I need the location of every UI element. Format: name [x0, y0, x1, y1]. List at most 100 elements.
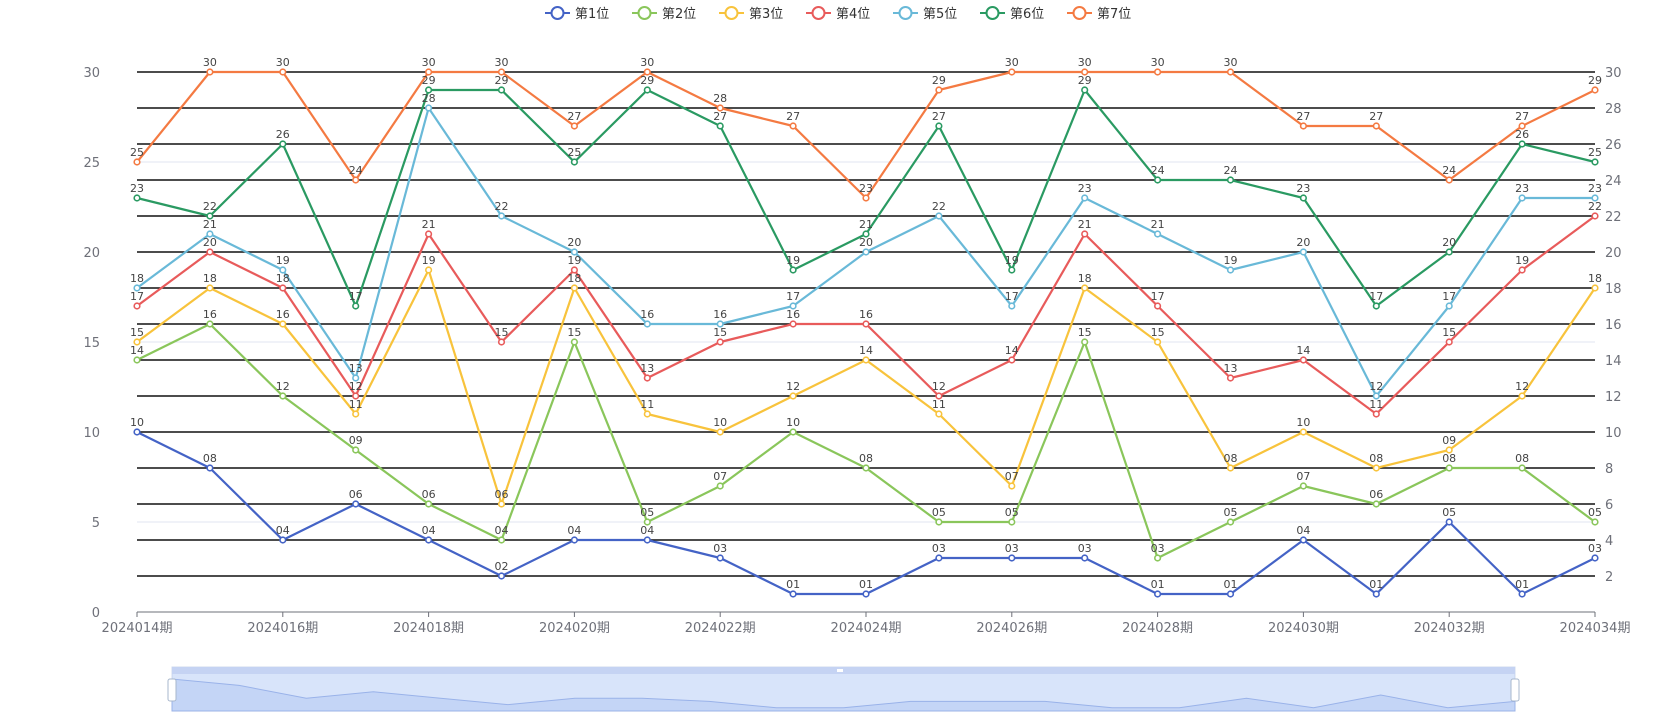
slider-selected-range[interactable] [172, 667, 1515, 711]
data-point[interactable] [862, 464, 870, 472]
data-point[interactable] [1372, 122, 1380, 130]
data-point[interactable] [789, 266, 797, 274]
data-point[interactable] [133, 338, 141, 346]
data-point[interactable] [1591, 158, 1599, 166]
data-point[interactable] [1518, 464, 1526, 472]
data-point[interactable] [1226, 176, 1235, 184]
data-point[interactable] [935, 86, 943, 94]
data-point[interactable] [1518, 122, 1526, 130]
data-point[interactable] [643, 86, 651, 94]
data-point[interactable] [1153, 302, 1162, 310]
data-point[interactable] [570, 158, 579, 166]
legend-item-6[interactable]: 第6位 [980, 6, 1044, 22]
data-point[interactable] [1008, 68, 1016, 76]
data-point[interactable] [1445, 176, 1453, 184]
data-point[interactable] [279, 266, 287, 274]
data-point[interactable] [1299, 248, 1307, 256]
data-point[interactable] [352, 302, 360, 310]
data-point[interactable] [1081, 86, 1089, 94]
slider-move-bar[interactable] [172, 667, 1515, 674]
data-point[interactable] [425, 536, 433, 544]
legend-item-2[interactable]: 第2位 [632, 6, 696, 22]
data-point[interactable] [862, 320, 870, 328]
data-point[interactable] [1081, 230, 1089, 238]
data-point[interactable] [1008, 518, 1016, 526]
data-point[interactable] [206, 464, 214, 472]
data-point[interactable] [1299, 536, 1307, 544]
data-point[interactable] [1445, 248, 1453, 256]
data-point[interactable] [716, 554, 724, 562]
data-point[interactable] [789, 122, 797, 130]
data-point[interactable] [1299, 356, 1307, 364]
data-point[interactable] [935, 554, 943, 562]
data-point[interactable] [352, 500, 360, 508]
data-point[interactable] [1445, 464, 1453, 472]
data-point[interactable] [352, 410, 360, 418]
data-point[interactable] [570, 338, 579, 346]
data-point[interactable] [352, 392, 360, 400]
data-point[interactable] [279, 140, 287, 148]
data-point[interactable] [133, 302, 141, 310]
data-point[interactable] [862, 248, 870, 256]
data-point[interactable] [1153, 68, 1162, 76]
data-point[interactable] [206, 284, 214, 292]
data-point[interactable] [1445, 446, 1453, 454]
data-point[interactable] [133, 194, 141, 202]
data-point[interactable] [935, 518, 943, 526]
data-point[interactable] [1008, 356, 1016, 364]
legend[interactable]: 第1位 第2位 第3位 第4位 第5位 第6位 第7位 [545, 6, 1131, 22]
data-point[interactable] [206, 248, 214, 256]
data-point[interactable] [716, 428, 724, 436]
data-point[interactable] [425, 230, 433, 238]
data-point[interactable] [1081, 338, 1089, 346]
legend-item-3[interactable]: 第3位 [719, 6, 783, 22]
data-point[interactable] [279, 284, 287, 292]
data-point[interactable] [570, 536, 579, 544]
data-point[interactable] [352, 374, 360, 382]
data-point[interactable] [716, 122, 724, 130]
data-point[interactable] [1081, 194, 1089, 202]
data-point[interactable] [425, 86, 433, 94]
data-point[interactable] [206, 68, 214, 76]
data-point[interactable] [1226, 464, 1235, 472]
data-point[interactable] [935, 410, 943, 418]
data-point[interactable] [352, 446, 360, 454]
data-point[interactable] [862, 194, 870, 202]
data-point[interactable] [1226, 590, 1235, 598]
data-point[interactable] [1153, 176, 1162, 184]
data-point[interactable] [789, 302, 797, 310]
data-point[interactable] [1591, 194, 1599, 202]
data-point[interactable] [1226, 374, 1235, 382]
legend-item-4[interactable]: 第4位 [806, 6, 870, 22]
data-point[interactable] [206, 230, 214, 238]
data-point[interactable] [1518, 392, 1526, 400]
data-point[interactable] [206, 212, 214, 220]
data-point[interactable] [1153, 230, 1162, 238]
data-point[interactable] [716, 104, 724, 112]
data-point[interactable] [1081, 284, 1089, 292]
data-point[interactable] [1008, 266, 1016, 274]
data-point[interactable] [497, 536, 506, 544]
data-point[interactable] [935, 392, 943, 400]
data-point[interactable] [789, 590, 797, 598]
data-point[interactable] [279, 392, 287, 400]
data-point[interactable] [1226, 518, 1235, 526]
data-point[interactable] [497, 572, 506, 580]
data-point[interactable] [497, 212, 506, 220]
data-point[interactable] [1372, 410, 1380, 418]
data-point[interactable] [1008, 302, 1016, 310]
data-point[interactable] [1591, 554, 1599, 562]
data-point[interactable] [1081, 68, 1089, 76]
data-point[interactable] [497, 68, 506, 76]
data-point[interactable] [570, 266, 579, 274]
data-point[interactable] [935, 212, 943, 220]
data-point[interactable] [1445, 302, 1453, 310]
data-point[interactable] [1299, 428, 1307, 436]
data-point[interactable] [716, 320, 724, 328]
data-point[interactable] [133, 158, 141, 166]
data-point[interactable] [1591, 518, 1599, 526]
data-point[interactable] [497, 338, 506, 346]
data-point[interactable] [1153, 338, 1162, 346]
data-point[interactable] [1008, 554, 1016, 562]
data-point[interactable] [1153, 590, 1162, 598]
